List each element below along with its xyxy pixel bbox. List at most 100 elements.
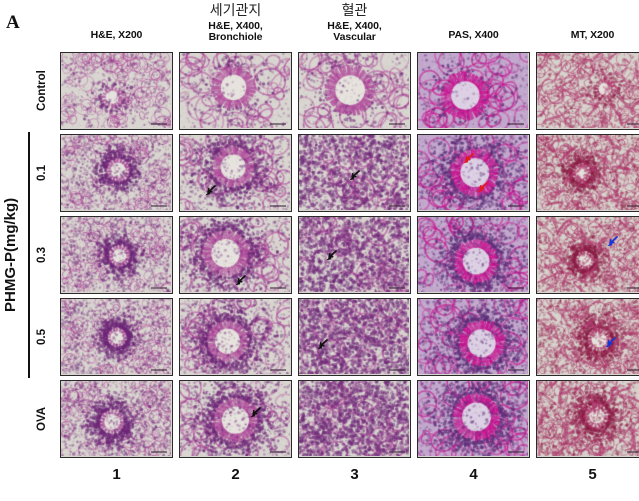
tissue-image	[61, 217, 171, 292]
row-label-control: Control	[36, 70, 48, 112]
micrograph-control-col5[interactable]	[536, 52, 639, 130]
tissue-image	[418, 217, 528, 292]
column-number-4: 4	[469, 466, 478, 483]
column-header-korean-2: 세기관지	[209, 3, 262, 19]
column-header-stain-5: MT, X200	[570, 29, 615, 41]
scale-bar	[627, 369, 639, 371]
dose-group-bracket	[28, 132, 30, 378]
micrograph-0-1-col2[interactable]	[179, 134, 292, 212]
scale-bar	[627, 451, 639, 453]
micrograph-0-3-col2[interactable]	[179, 216, 292, 294]
scale-bar	[627, 205, 639, 207]
micrograph-0-5-col3[interactable]	[298, 298, 411, 376]
micrograph-0-3-col5[interactable]	[536, 216, 639, 294]
row-label-ova: OVA	[36, 406, 48, 432]
tissue-image	[61, 381, 171, 456]
tissue-image	[418, 53, 528, 128]
column-number-3: 3	[350, 466, 359, 483]
column-number-5: 5	[588, 466, 597, 483]
column-header-1: H&E, X200	[60, 0, 173, 50]
scale-bar	[508, 287, 524, 289]
micrograph-0-1-col1[interactable]	[60, 134, 173, 212]
dose-axis-label: PHMG-P(mg/kg)	[2, 197, 19, 313]
scale-bar	[627, 287, 639, 289]
tissue-image	[418, 299, 528, 374]
tissue-image	[299, 217, 409, 292]
scale-bar	[627, 123, 639, 125]
scale-bar	[270, 369, 286, 371]
micrograph-0-3-col1[interactable]	[60, 216, 173, 294]
tissue-image	[299, 381, 409, 456]
scale-bar	[270, 451, 286, 453]
column-number-2: 2	[231, 466, 240, 483]
scale-bar	[151, 287, 167, 289]
column-header-region-2: Bronchiole	[208, 31, 263, 44]
scale-bar	[270, 205, 286, 207]
tissue-image	[61, 53, 171, 128]
micrograph-0-5-col4[interactable]	[417, 298, 530, 376]
column-header-2: 세기관지 H&E, X400, Bronchiole	[179, 0, 292, 50]
micrograph-control-col2[interactable]	[179, 52, 292, 130]
tissue-image	[180, 135, 290, 210]
tissue-image	[299, 299, 409, 374]
scale-bar	[508, 369, 524, 371]
tissue-image	[299, 135, 409, 210]
scale-bar	[151, 451, 167, 453]
micrograph-0-5-col5[interactable]	[536, 298, 639, 376]
micrograph-0-5-col2[interactable]	[179, 298, 292, 376]
tissue-image	[537, 381, 639, 456]
tissue-image	[180, 53, 290, 128]
micrograph-control-col1[interactable]	[60, 52, 173, 130]
scale-bar	[508, 205, 524, 207]
micrograph-0-1-col4[interactable]	[417, 134, 530, 212]
micrograph-0-1-col3[interactable]	[298, 134, 411, 212]
scale-bar	[389, 369, 405, 371]
tissue-image	[418, 135, 528, 210]
column-header-korean-3: 혈관	[341, 3, 368, 19]
row-label-0-3: 0.3	[36, 247, 48, 263]
micrograph-control-col3[interactable]	[298, 52, 411, 130]
micrograph-0-3-col3[interactable]	[298, 216, 411, 294]
column-header-3: 혈관 H&E, X400, Vascular	[298, 0, 411, 50]
scale-bar	[151, 123, 167, 125]
column-header-stain-2: H&E, X400,	[208, 19, 263, 32]
micrograph-ova-col5[interactable]	[536, 380, 639, 458]
tissue-image	[61, 299, 171, 374]
tissue-image	[180, 299, 290, 374]
column-header-stain-1: H&E, X200	[90, 29, 143, 41]
panel-letter: A	[6, 12, 20, 33]
scale-bar	[270, 123, 286, 125]
scale-bar	[151, 205, 167, 207]
tissue-image	[537, 53, 639, 128]
micrograph-ova-col3[interactable]	[298, 380, 411, 458]
scale-bar	[389, 123, 405, 125]
column-header-region-3: Vascular	[333, 31, 376, 44]
micrograph-0-1-col5[interactable]	[536, 134, 639, 212]
column-header-5: MT, X200	[536, 0, 639, 50]
tissue-image	[537, 217, 639, 292]
scale-bar	[389, 287, 405, 289]
row-label-0-1: 0.1	[36, 165, 48, 181]
row-label-0-5: 0.5	[36, 329, 48, 345]
tissue-image	[180, 217, 290, 292]
micrograph-0-5-col1[interactable]	[60, 298, 173, 376]
micrograph-ova-col1[interactable]	[60, 380, 173, 458]
tissue-image	[537, 299, 639, 374]
tissue-image	[61, 135, 171, 210]
micrograph-ova-col2[interactable]	[179, 380, 292, 458]
column-number-1: 1	[112, 466, 121, 483]
scale-bar	[270, 287, 286, 289]
column-header-4: PAS, X400	[417, 0, 530, 50]
tissue-image	[299, 53, 409, 128]
micrograph-control-col4[interactable]	[417, 52, 530, 130]
scale-bar	[151, 369, 167, 371]
tissue-image	[418, 381, 528, 456]
tissue-image	[537, 135, 639, 210]
scale-bar	[508, 123, 524, 125]
scale-bar	[389, 451, 405, 453]
column-header-stain-3: H&E, X400,	[327, 19, 382, 32]
tissue-image	[180, 381, 290, 456]
micrograph-0-3-col4[interactable]	[417, 216, 530, 294]
scale-bar	[389, 205, 405, 207]
micrograph-ova-col4[interactable]	[417, 380, 530, 458]
